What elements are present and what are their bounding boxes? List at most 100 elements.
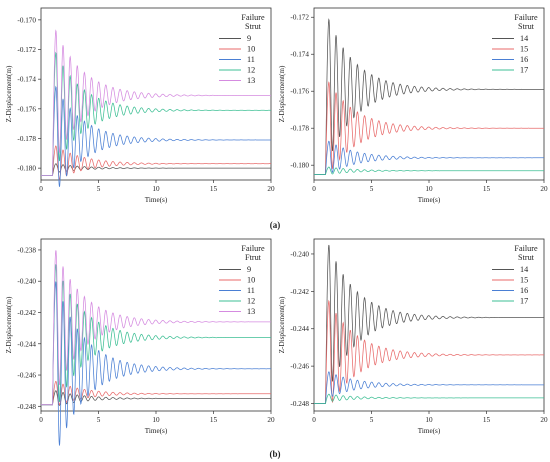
legend-entry-14: 14: [520, 34, 528, 43]
series-line-11: [41, 85, 271, 187]
y-tick-label: -0.240: [17, 278, 36, 286]
x-axis-label: Time(s): [145, 427, 168, 435]
x-tick-label: 10: [425, 416, 433, 424]
series-line-17: [314, 393, 544, 404]
x-tick-label: 10: [152, 416, 160, 424]
legend-entry-15: 15: [520, 276, 528, 285]
y-tick-label: -0.174: [290, 51, 309, 59]
legend-entry-15: 15: [520, 45, 528, 54]
x-tick-label: 0: [39, 185, 43, 193]
y-tick-label: -0.244: [290, 325, 309, 333]
series-line-15: [314, 81, 545, 175]
x-axis-label: Time(s): [145, 196, 168, 204]
legend-entry-16: 16: [520, 55, 528, 64]
panel-label-b: (b): [270, 449, 281, 459]
series-line-17: [314, 166, 544, 175]
y-tick-label: -0.180: [290, 162, 309, 170]
series-line-11: [41, 281, 271, 446]
x-tick-label: 5: [97, 185, 101, 193]
x-tick-label: 5: [370, 185, 374, 193]
y-tick-label: -0.240: [290, 250, 309, 258]
y-tick-label: -0.248: [290, 400, 309, 408]
legend-entry-11: 11: [247, 55, 255, 64]
legend-entry-11: 11: [247, 286, 255, 295]
series-line-13: [41, 29, 272, 176]
x-tick-label: 10: [152, 185, 160, 193]
legend-entry-13: 13: [247, 307, 255, 316]
x-axis-label: Time(s): [418, 196, 441, 204]
y-axis-label: Z-Displacement(m): [5, 65, 13, 122]
legend-entry-17: 17: [520, 297, 528, 306]
x-tick-label: 15: [483, 416, 491, 424]
legend-title: Failure: [241, 244, 265, 253]
y-tick-label: -0.246: [17, 372, 36, 380]
x-tick-label: 5: [370, 416, 374, 424]
legend-entry-16: 16: [520, 286, 528, 295]
legend-title: Failure: [514, 13, 538, 22]
y-axis-label: Z-Displacement(m): [5, 296, 13, 353]
y-tick-label: -0.172: [290, 14, 309, 22]
y-tick-label: -0.174: [17, 76, 36, 84]
legend-entry-10: 10: [247, 45, 255, 54]
series-line-13: [41, 250, 272, 406]
y-axis-label: Z-Displacement(m): [278, 296, 286, 353]
chart-4: 0 5 10 15 20 -0.240 -0.242 -0.244 -0.246 -0.248 Ti…: [278, 238, 548, 435]
chart-3: 0 5 10 15 20 -0.238 -0.240 -0.242 -0.244 -0.246 -0…: [5, 238, 275, 446]
x-tick-label: 0: [39, 416, 43, 424]
series-line-16: [314, 371, 544, 404]
series-line-12: [41, 51, 272, 176]
x-tick-label: 15: [483, 185, 491, 193]
x-axis-label: Time(s): [418, 427, 441, 435]
series-line-12: [41, 264, 271, 406]
legend-entry-13: 13: [247, 76, 255, 85]
x-tick-label: 15: [210, 185, 218, 193]
x-tick-label: 20: [540, 185, 548, 193]
legend-entry-12: 12: [247, 297, 255, 306]
legend-entry-14: 14: [520, 265, 528, 274]
chart-1: 0 5 10 15 20 -0.170 -0.172 -0.174 -0.176 -0.178 -0…: [5, 7, 275, 204]
y-tick-label: -0.178: [17, 135, 36, 143]
series-line-15: [314, 299, 544, 404]
series-line-16: [314, 140, 544, 175]
legend-entry-9: 9: [247, 265, 251, 274]
y-tick-label: -0.238: [17, 246, 36, 254]
panel-label-a: (a): [270, 220, 281, 230]
y-tick-label: -0.176: [290, 88, 309, 96]
x-tick-label: 15: [210, 416, 218, 424]
x-tick-label: 20: [267, 185, 275, 193]
legend-title: Failure: [514, 244, 538, 253]
legend-title: Strut: [245, 22, 262, 31]
legend-title: Strut: [518, 22, 535, 31]
y-tick-label: -0.178: [290, 125, 309, 133]
y-tick-label: -0.244: [17, 340, 36, 348]
y-tick-label: -0.170: [17, 16, 36, 24]
x-tick-label: 10: [425, 185, 433, 193]
series-line-9: [41, 390, 271, 406]
y-tick-label: -0.172: [17, 46, 36, 54]
legend-title: Ftrut: [245, 253, 262, 262]
x-tick-label: 20: [267, 416, 275, 424]
chart-2: 0 5 10 15 20 -0.172 -0.174 -0.176 -0.178 -0.180 Ti…: [278, 7, 548, 204]
legend-entry-10: 10: [247, 276, 255, 285]
y-tick-label: -0.176: [17, 105, 36, 113]
y-tick-label: -0.246: [290, 363, 309, 371]
x-tick-label: 0: [312, 416, 316, 424]
legend-title: Strut: [518, 253, 535, 262]
legend-entry-12: 12: [247, 66, 255, 75]
series-line-10: [41, 145, 272, 181]
legend-entry-17: 17: [520, 66, 528, 75]
y-tick-label: -0.242: [290, 288, 309, 296]
y-tick-label: -0.180: [17, 165, 36, 173]
y-tick-label: -0.242: [17, 309, 36, 317]
x-tick-label: 5: [97, 416, 101, 424]
x-tick-label: 20: [540, 416, 548, 424]
series-line-9: [41, 163, 271, 176]
y-tick-label: -0.248: [17, 403, 36, 411]
x-tick-label: 0: [312, 185, 316, 193]
legend-title: Failure: [241, 13, 265, 22]
legend-entry-9: 9: [247, 34, 251, 43]
series-line-14: [314, 244, 545, 404]
y-axis-label: Z-Displacement(m): [278, 65, 286, 122]
series-line-10: [41, 380, 271, 406]
